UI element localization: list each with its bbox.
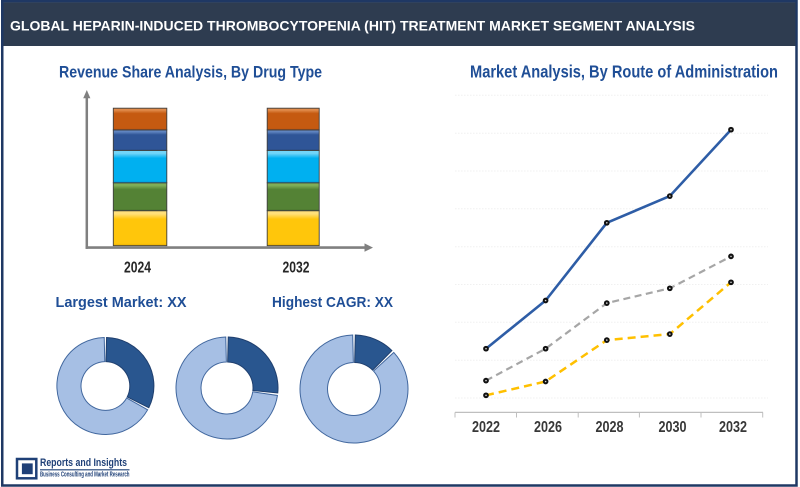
- svg-text:2022: 2022: [472, 419, 500, 436]
- svg-text:2026: 2026: [534, 419, 562, 436]
- svg-text:Highest CAGR: XX: Highest CAGR: XX: [272, 295, 393, 311]
- svg-text:Business Consulting and Market: Business Consulting and Market Research: [40, 472, 130, 479]
- svg-text:Revenue Share Analysis, By Dru: Revenue Share Analysis, By Drug Type: [59, 63, 322, 82]
- svg-text:Largest Market: XX: Largest Market: XX: [56, 295, 187, 311]
- svg-text:GLOBAL HEPARIN-INDUCED THROMBO: GLOBAL HEPARIN-INDUCED THROMBOCYTOPENIA …: [10, 17, 695, 33]
- svg-text:2028: 2028: [596, 419, 624, 436]
- svg-text:2024: 2024: [124, 259, 151, 276]
- svg-text:2032: 2032: [719, 419, 747, 436]
- svg-text:2032: 2032: [283, 259, 310, 276]
- svg-text:2030: 2030: [659, 419, 687, 436]
- svg-text:Reports and Insights: Reports and Insights: [40, 457, 127, 469]
- svg-text:Market Analysis, By Route of A: Market Analysis, By Route of Administrat…: [470, 62, 778, 82]
